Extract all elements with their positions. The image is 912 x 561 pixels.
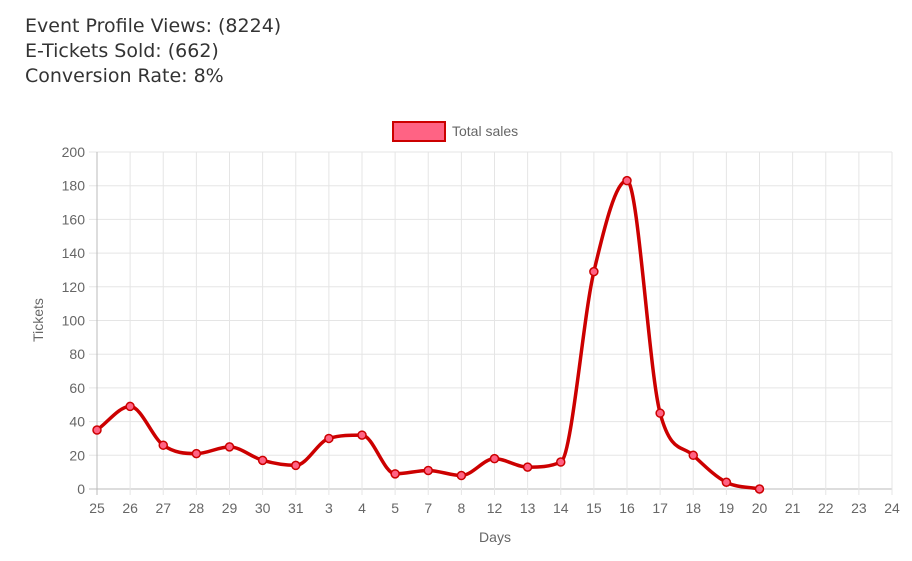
y-axis-title: Tickets bbox=[30, 298, 46, 342]
data-point[interactable] bbox=[324, 433, 334, 444]
x-tick-label: 31 bbox=[288, 500, 304, 516]
data-point[interactable] bbox=[622, 175, 632, 186]
data-point[interactable] bbox=[191, 448, 202, 459]
y-tick-label: 100 bbox=[62, 313, 86, 329]
stats-panel: Event Profile Views: (8224) E-Tickets So… bbox=[25, 14, 281, 89]
x-tick-label: 19 bbox=[719, 500, 735, 516]
y-tick-label: 120 bbox=[62, 279, 86, 295]
tickets-sold-stat: E-Tickets Sold: (662) bbox=[25, 40, 219, 62]
x-tick-label: 27 bbox=[155, 500, 171, 516]
data-point[interactable] bbox=[655, 408, 665, 418]
y-tick-label: 60 bbox=[69, 380, 85, 396]
x-tick-label: 3 bbox=[325, 500, 333, 516]
data-point[interactable] bbox=[158, 440, 168, 450]
data-point[interactable] bbox=[357, 430, 367, 440]
series-total-sales bbox=[92, 175, 765, 494]
legend-label[interactable]: Total sales bbox=[452, 123, 518, 139]
data-point[interactable] bbox=[556, 457, 566, 467]
data-point[interactable] bbox=[224, 442, 235, 452]
x-tick-label: 15 bbox=[586, 500, 602, 516]
data-point[interactable] bbox=[125, 401, 135, 412]
y-tick-label: 80 bbox=[69, 346, 85, 362]
y-tick-label: 40 bbox=[69, 414, 85, 430]
x-tick-label: 20 bbox=[752, 500, 768, 516]
data-point[interactable] bbox=[489, 453, 500, 464]
x-tick-label: 21 bbox=[785, 500, 801, 516]
data-point[interactable] bbox=[291, 460, 301, 471]
data-point[interactable] bbox=[522, 462, 533, 472]
x-tick-label: 7 bbox=[424, 500, 432, 516]
x-tick-label: 17 bbox=[652, 500, 668, 516]
x-tick-label: 18 bbox=[685, 500, 701, 516]
data-point[interactable] bbox=[423, 465, 433, 476]
y-tick-label: 160 bbox=[62, 211, 86, 227]
y-tick-label: 140 bbox=[62, 245, 86, 261]
data-point[interactable] bbox=[589, 266, 599, 277]
y-tick-label: 180 bbox=[62, 178, 86, 194]
x-tick-label: 5 bbox=[391, 500, 399, 516]
x-axis-title: Days bbox=[479, 529, 511, 545]
x-tick-label: 13 bbox=[520, 500, 536, 516]
data-point[interactable] bbox=[456, 470, 467, 481]
data-point[interactable] bbox=[754, 484, 765, 494]
x-tick-label: 22 bbox=[818, 500, 834, 516]
data-point[interactable] bbox=[257, 455, 268, 466]
x-tick-label: 25 bbox=[89, 500, 105, 516]
data-point[interactable] bbox=[92, 425, 102, 435]
conversion-rate-stat: Conversion Rate: 8% bbox=[25, 65, 224, 87]
y-tick-label: 0 bbox=[77, 481, 85, 497]
x-tick-label: 30 bbox=[255, 500, 271, 516]
data-point[interactable] bbox=[721, 477, 732, 488]
x-tick-label: 4 bbox=[358, 500, 366, 516]
x-tick-label: 8 bbox=[457, 500, 465, 516]
x-tick-label: 12 bbox=[487, 500, 503, 516]
x-tick-label: 28 bbox=[189, 500, 205, 516]
data-point[interactable] bbox=[688, 450, 698, 461]
x-tick-label: 26 bbox=[122, 500, 138, 516]
y-tick-label: 200 bbox=[62, 144, 86, 160]
profile-views-stat: Event Profile Views: (8224) bbox=[25, 15, 282, 37]
data-point[interactable] bbox=[390, 469, 400, 479]
chart-grid bbox=[89, 151, 893, 495]
x-tick-label: 29 bbox=[222, 500, 238, 516]
y-tick-label: 20 bbox=[69, 447, 85, 463]
x-tick-label: 24 bbox=[884, 500, 900, 516]
x-tick-label: 23 bbox=[851, 500, 867, 516]
x-tick-label: 14 bbox=[553, 500, 569, 516]
legend-swatch[interactable] bbox=[392, 121, 446, 142]
x-tick-label: 16 bbox=[619, 500, 635, 516]
chart-axes: 0 20 40 60 80 100 120 140 160 180 200 25 26 27 28 29 30 3… bbox=[62, 144, 900, 516]
chart-legend[interactable]: Total sales bbox=[392, 121, 518, 142]
